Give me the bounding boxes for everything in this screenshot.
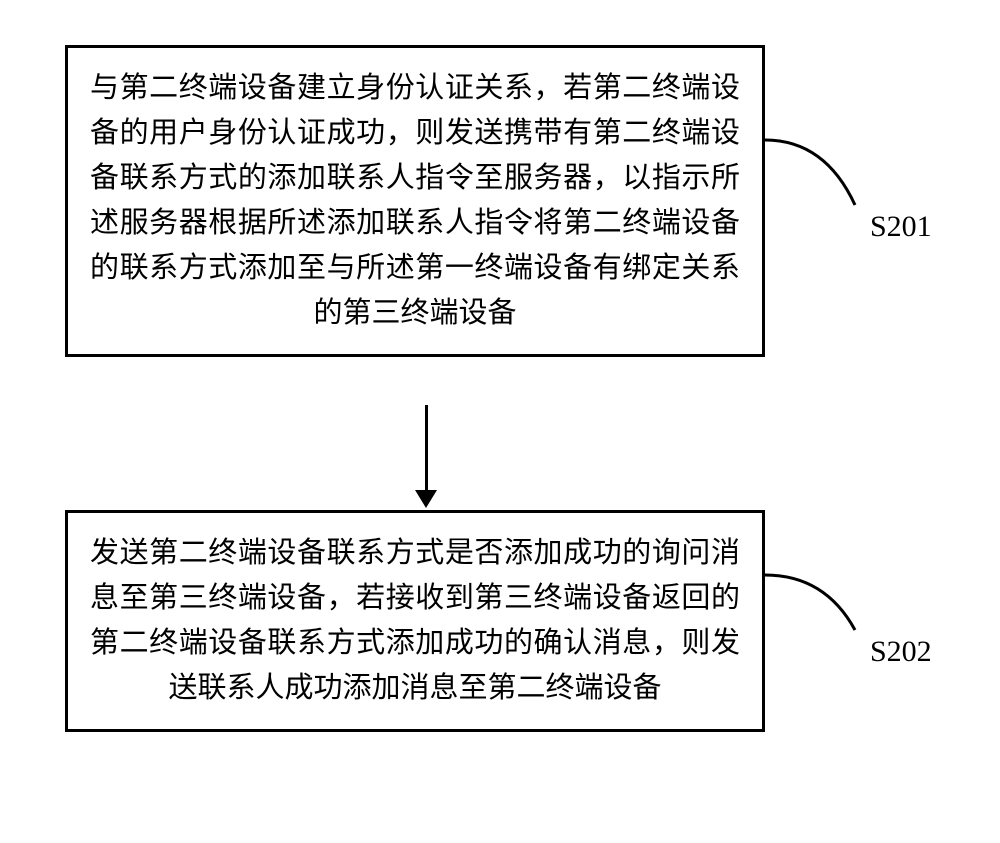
connector-line bbox=[425, 405, 428, 490]
connector-arrow bbox=[415, 405, 437, 508]
callout-path-s202 bbox=[765, 575, 855, 630]
step-text-s201: 与第二终端设备建立身份认证关系，若第二终端设备的用户身份认证成功，则发送携带有第… bbox=[90, 66, 740, 336]
step-text-s202: 发送第二终端设备联系方式是否添加成功的询问消息至第三终端设备，若接收到第三终端设… bbox=[90, 531, 740, 711]
flowchart-diagram: 与第二终端设备建立身份认证关系，若第二终端设备的用户身份认证成功，则发送携带有第… bbox=[0, 30, 1000, 843]
step-label-s202: S202 bbox=[870, 635, 932, 669]
connector-arrowhead bbox=[415, 490, 437, 508]
step-box-s202: 发送第二终端设备联系方式是否添加成功的询问消息至第三终端设备，若接收到第三终端设… bbox=[65, 510, 765, 732]
step-box-s201: 与第二终端设备建立身份认证关系，若第二终端设备的用户身份认证成功，则发送携带有第… bbox=[65, 45, 765, 357]
callout-path-s201 bbox=[765, 140, 855, 205]
step-label-s201: S201 bbox=[870, 210, 932, 244]
